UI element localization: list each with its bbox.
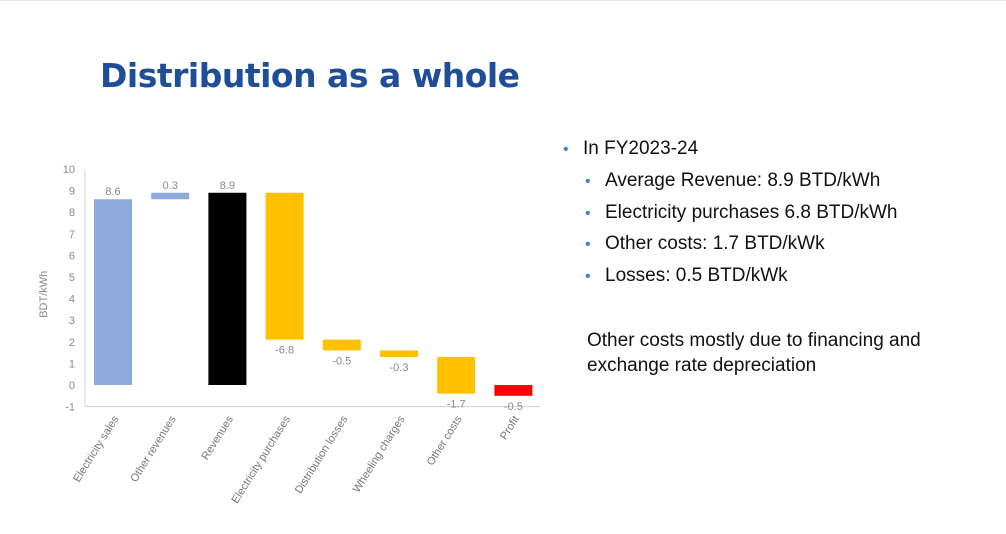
bullet-fy: • In FY2023-24: [563, 138, 698, 161]
top-divider: [0, 0, 1006, 1]
bullet-icon: •: [585, 236, 591, 253]
bar-4: [322, 339, 361, 351]
bar-1: [151, 192, 190, 200]
note-text: Other costs mostly due to financing and …: [587, 330, 921, 376]
x-tick-label: Profit: [498, 414, 522, 442]
y-tick-label: 9: [69, 186, 75, 198]
y-tick-label: 6: [69, 250, 75, 262]
y-tick-label: 2: [69, 337, 75, 349]
x-tick-label: Distribution losses: [293, 413, 351, 495]
x-tick-label: Other revenues: [128, 413, 179, 484]
y-tick-label: 8: [69, 207, 75, 219]
y-tick-label: 7: [69, 229, 75, 241]
bullet-icon: •: [585, 268, 591, 285]
bullet-text-other-costs: Other costs: 1.7 BTD/kWk: [605, 233, 825, 254]
bullet-text-electricity-purchases: Electricity purchases 6.8 BTD/kWh: [605, 202, 898, 223]
bullet-other-costs: • Other costs: 1.7 BTD/kWk: [585, 233, 825, 256]
bar-5: [380, 350, 418, 357]
bar-7: [494, 385, 533, 396]
y-tick-label: 4: [69, 294, 75, 306]
bar-3: [265, 192, 304, 340]
slide-title: Distribution as a whole: [100, 56, 520, 95]
x-tick-label: Revenues: [200, 413, 237, 462]
data-label-4: -0.5: [332, 355, 351, 367]
bullet-text-average-revenue: Average Revenue: 8.9 BTD/kWh: [605, 170, 881, 191]
x-tick-label: Other costs: [425, 413, 465, 467]
bullet-losses: • Losses: 0.5 BTD/kWk: [585, 265, 788, 288]
bar-6: [437, 356, 476, 394]
y-tick-label: 3: [69, 315, 75, 327]
bullet-text-losses: Losses: 0.5 BTD/kWk: [605, 265, 788, 286]
data-label-3: -6.8: [275, 345, 294, 357]
bullet-text-fy: In FY2023-24: [583, 138, 699, 159]
y-tick-label: 1: [69, 358, 75, 370]
waterfall-chart: -1 0 1 2 3 4 5 6 7 8 9 10 BDT/kWh 8.6 0.3 8.9 -6.8 -0.5 -0…: [38, 164, 540, 506]
x-tick-label: Electricity purchases: [230, 413, 294, 505]
bullet-icon: •: [563, 141, 569, 158]
y-tick-label: 10: [63, 164, 75, 176]
x-tick-label: Electricity sales: [71, 413, 122, 484]
bullet-electricity-purchases: • Electricity purchases 6.8 BTD/kWh: [585, 202, 897, 225]
bullet-icon: •: [585, 173, 591, 190]
bullet-average-revenue: • Average Revenue: 8.9 BTD/kWh: [585, 170, 880, 193]
data-label-1: 0.3: [163, 180, 178, 192]
y-tick-label: -1: [65, 402, 75, 414]
y-tick-label: 0: [69, 380, 75, 392]
y-tick-label: 5: [69, 272, 75, 284]
data-label-0: 8.6: [105, 186, 120, 198]
bar-0: [94, 199, 132, 385]
data-label-2: 8.9: [220, 180, 235, 192]
data-label-5: -0.3: [390, 362, 409, 374]
data-label-7: -0.5: [504, 401, 523, 413]
data-label-6: -1.7: [447, 399, 466, 411]
y-axis-label: BDT/kWh: [38, 271, 50, 318]
bullet-icon: •: [585, 205, 591, 222]
x-tick-label: Wheeling charges: [351, 413, 408, 494]
bar-2: [208, 192, 247, 385]
